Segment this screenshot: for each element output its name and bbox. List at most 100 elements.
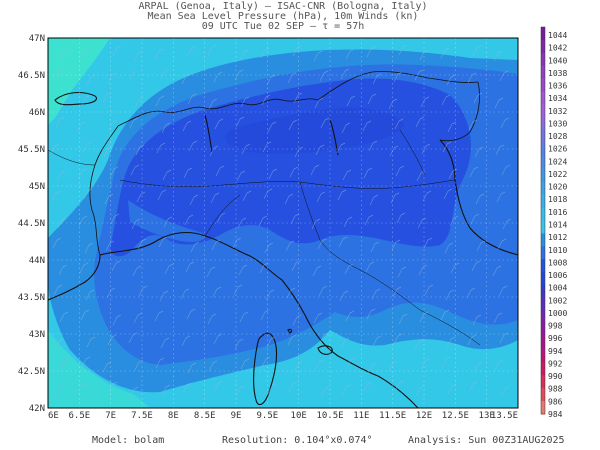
wind-barb: [346, 95, 356, 107]
colorbar-label: 986: [548, 397, 563, 406]
wind-barb: [77, 168, 87, 180]
colorbar-swatch: [541, 181, 545, 196]
wind-barb: [267, 383, 277, 395]
wind-barb: [183, 167, 193, 179]
wind-barb: [232, 237, 242, 249]
french-coast: [48, 254, 101, 301]
colorbar-swatch: [541, 401, 545, 415]
wind-barb: [364, 214, 374, 226]
wind-barb: [158, 236, 168, 248]
corsica-coast: [253, 332, 278, 406]
wind-barb: [156, 142, 166, 154]
wind-barb: [396, 212, 406, 224]
wind-barb: [473, 92, 483, 104]
wind-barb: [137, 238, 147, 250]
wind-barb: [135, 144, 145, 156]
colorbar-label: 1032: [548, 107, 567, 116]
wind-barb: [366, 46, 376, 58]
wind-barb: [161, 384, 171, 396]
wind-barb: [468, 381, 478, 393]
colorbar-swatch: [541, 194, 545, 209]
colorbar-swatch: [541, 233, 545, 247]
wind-barb: [440, 309, 450, 321]
wind-barb: [239, 49, 249, 61]
wind-barb: [214, 380, 224, 392]
colorbar-swatch: [541, 39, 545, 54]
wind-barb: [104, 193, 114, 205]
wind-barb: [184, 214, 194, 226]
wind-barb: [391, 239, 401, 251]
wind-barb: [475, 193, 485, 205]
lon-label: 6E: [48, 411, 59, 421]
wind-barb: [57, 217, 67, 229]
colorbar-swatch: [541, 130, 545, 144]
title-line-3: 09 UTC Tue 02 SEP – τ = 57h: [201, 21, 365, 32]
wind-barb: [59, 49, 69, 61]
wind-barb: [112, 314, 122, 326]
wind-barb: [208, 360, 218, 372]
lon-label: 11E: [353, 411, 369, 421]
colorbar-frame: [540, 26, 546, 415]
colorbar-swatch: [541, 297, 545, 312]
wind-barb: [107, 334, 117, 346]
wind-barb: [395, 165, 405, 177]
wind-barb: [366, 308, 376, 320]
wind-barb: [285, 240, 295, 252]
pressure-field: [48, 38, 518, 408]
wind-barb: [186, 46, 196, 58]
wind-barb: [80, 47, 90, 59]
lake-como: [204, 114, 213, 153]
wind-barb: [421, 143, 431, 155]
wind-barb: [442, 141, 452, 153]
wind-barb: [187, 362, 197, 374]
wind-barb: [209, 145, 219, 157]
colorbar-label: 1020: [548, 183, 567, 192]
wind-barb: [292, 45, 302, 57]
wind-barb: [497, 238, 507, 250]
wind-barb: [288, 381, 298, 393]
wind-barb: [290, 213, 300, 225]
colorbar-label: 988: [548, 385, 563, 394]
wind-barb: [367, 93, 377, 105]
wind-barb: [261, 356, 271, 368]
wind-barb: [476, 240, 486, 252]
wind-barb: [181, 335, 191, 347]
colorbar-swatch: [541, 78, 545, 92]
longitude-labels: 6E 6.5E 7E 7.5E 8E 8.5E 9E 9.5E 10E 10.5E 11E 11.5E…: [48, 411, 518, 421]
colorbar-swatch: [541, 156, 545, 170]
wind-barb: [370, 241, 380, 253]
wind-barb: [128, 70, 138, 82]
lon-label: 7.5E: [131, 411, 153, 421]
wind-barb: [315, 144, 325, 156]
wind-barb: [182, 120, 192, 132]
colorbar-swatch: [541, 65, 545, 80]
wind-barb: [419, 49, 429, 61]
wind-barb: [502, 218, 512, 230]
wind-barb: [417, 217, 427, 229]
wind-barb: [60, 358, 70, 370]
wind-barb: [343, 216, 353, 228]
wind-barb: [55, 385, 65, 397]
wind-barb: [234, 338, 244, 350]
colorbar-swatch: [541, 362, 545, 376]
wind-barb: [362, 382, 372, 394]
wind-barb: [234, 69, 244, 81]
colorbar-label: 1010: [548, 246, 567, 255]
wind-barb: [55, 116, 65, 128]
lat-label: 43N: [29, 330, 45, 340]
wind-barb: [289, 166, 299, 178]
lon-label: 9E: [231, 411, 242, 421]
wind-barb: [208, 98, 218, 110]
wind-barb: [213, 333, 223, 345]
france-italy-border: [89, 125, 119, 256]
wind-barb: [397, 266, 407, 278]
wind-barb: [362, 120, 372, 132]
wind-barb: [369, 194, 379, 206]
lon-label: 12.5E: [442, 411, 469, 421]
latitude-labels: 47N 46.5N 46N 45.5N 45N 44.5N 44N 43.5N 43N 42.5N…: [18, 34, 45, 414]
wind-barb: [367, 362, 377, 374]
colorbar-label: 996: [548, 334, 563, 343]
wind-barb: [340, 337, 350, 349]
lake-geneva: [54, 91, 98, 106]
